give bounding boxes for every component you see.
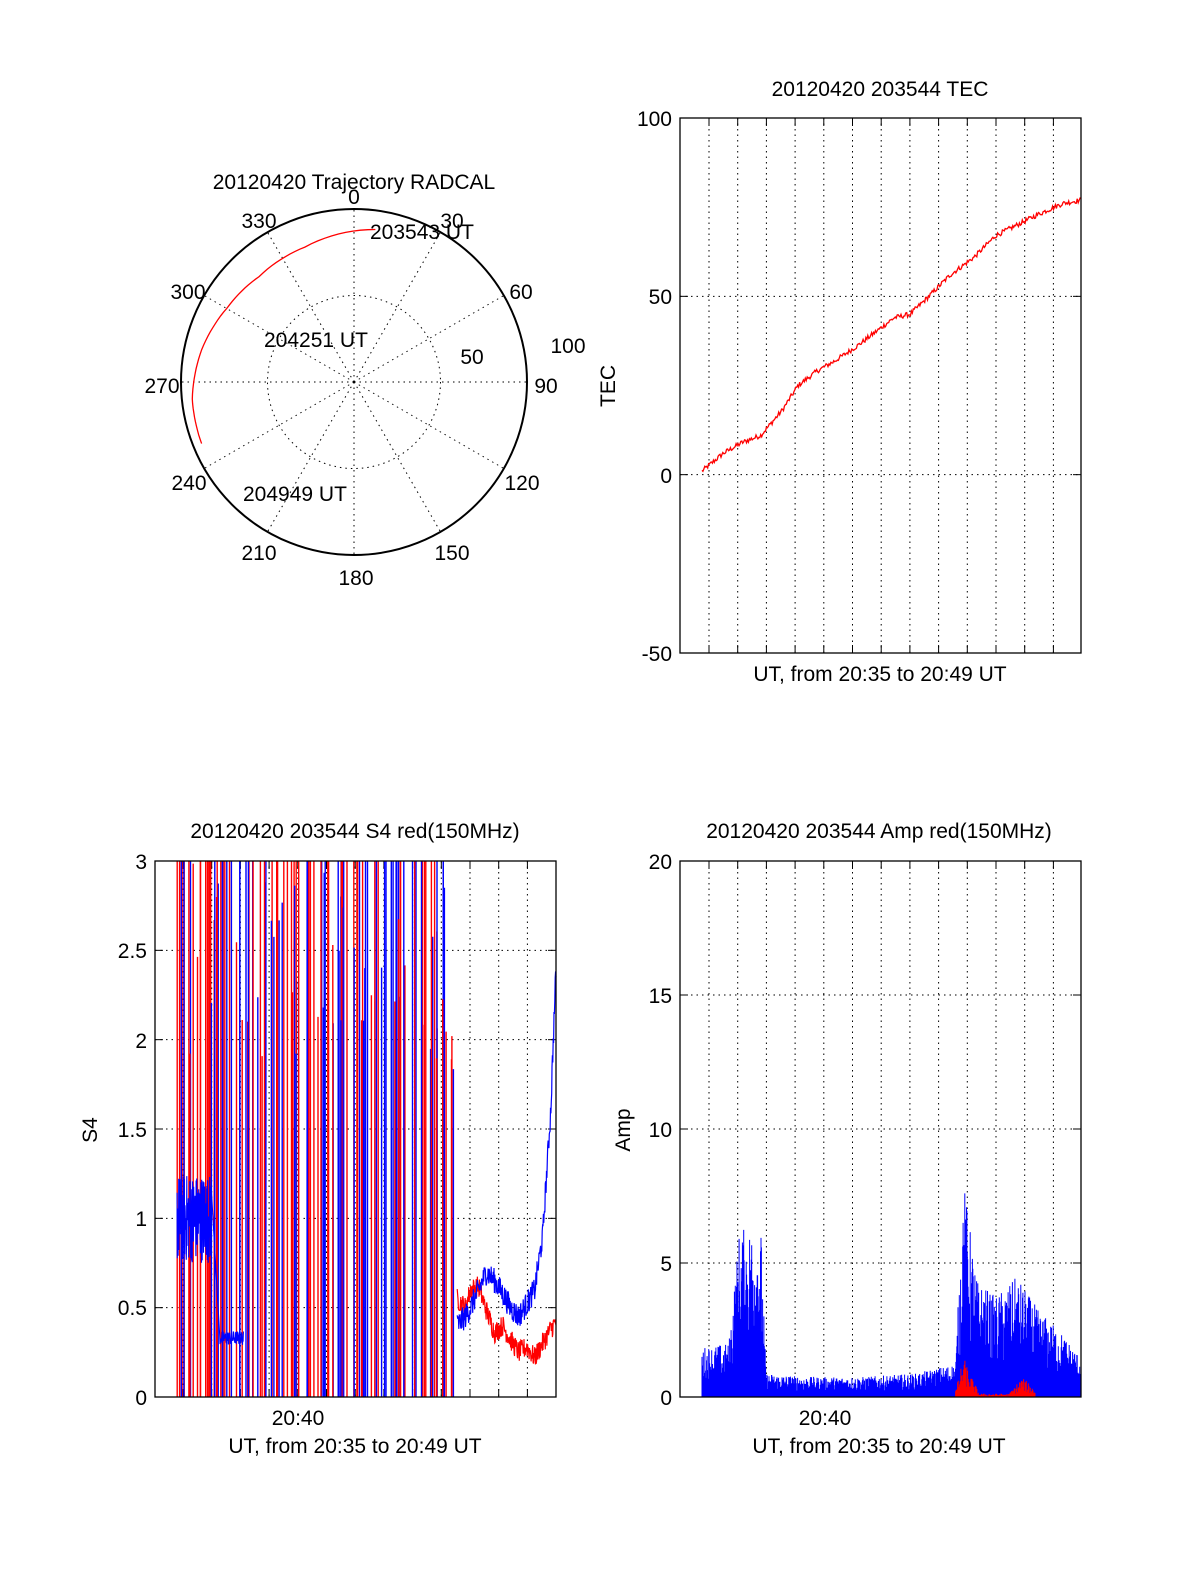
polar-ring-50 [267,295,441,469]
s4-xtick-label: 20:40 [272,1407,325,1430]
polar-spoke [353,295,505,383]
amp-ytick-label: 10 [649,1119,672,1142]
s4-ytick-label: 3 [135,851,147,874]
amp-title: 20120420 203544 Amp red(150MHz) [706,820,1052,843]
angle-label-0: 0 [348,186,360,209]
polar-spoke [353,381,505,469]
s4-chart: 20120420 203544 S4 red(150MHz) 3 2.5 2 1… [79,820,557,1458]
polar-outer-ring [180,208,528,556]
tec-ytick-label: 0 [660,465,672,488]
tec-ytick-label: 50 [649,286,672,309]
s4-title: 20120420 203544 S4 red(150MHz) [190,820,519,843]
polar-spoke [267,381,355,533]
amp-chart: 20120420 203544 Amp red(150MHz) 20 15 10… [612,820,1082,1458]
trajectory-mid-label: 204251 UT [264,329,368,352]
tec-grid [680,117,1081,654]
angle-label-330: 330 [241,210,276,233]
radial-label-50: 50 [460,346,483,369]
amp-plot-frame [679,860,1082,1398]
s4-ylabel: S4 [79,1117,102,1143]
angle-label-270: 270 [144,375,179,398]
angle-label-240: 240 [171,472,206,495]
amp-ytick-label: 15 [649,985,672,1008]
polar-spoke [203,295,355,383]
polar-title: 20120420 Trajectory RADCAL [213,171,496,194]
s4-spike-bundle [176,861,455,1397]
s4-ytick-label: 1.5 [118,1119,147,1142]
amp-blue-series-band [701,1193,1082,1397]
trajectory-start-label: 203543 UT [370,221,474,244]
polar-spoke [353,231,441,383]
s4-ytick-label: 0.5 [118,1297,147,1320]
polar-chart: 20120420 Trajectory RADCAL 0 30 60 90 12… [144,171,585,590]
angle-label-150: 150 [434,542,469,565]
angle-label-30: 30 [440,210,463,233]
amp-ytick-label: 20 [649,851,672,874]
tec-ytick-label: 100 [637,108,672,131]
polar-spoke [203,381,355,469]
angle-label-90: 90 [534,375,557,398]
polar-spoke [267,231,355,383]
s4-xlabel: UT, from 20:35 to 20:49 UT [228,1435,481,1458]
s4-blue-early-noise [176,1176,244,1345]
tec-ylabel: TEC [597,365,620,407]
angle-label-180: 180 [338,567,373,590]
s4-ytick-label: 2.5 [118,940,147,963]
trajectory-line [191,228,376,444]
polar-angle-labels: 0 30 60 90 120 150 180 210 240 270 300 3… [144,186,585,590]
s4-ytick-label: 0 [135,1387,147,1410]
radial-label-100: 100 [550,335,585,358]
tec-ytick-label: -50 [642,643,672,666]
tec-plot-frame [679,117,1082,654]
tec-series-line [701,197,1082,473]
s4-plot-frame [154,860,557,1398]
tec-title: 20120420 203544 TEC [772,78,989,101]
tec-chart: 20120420 203544 TEC 100 50 0 -50 TEC UT,… [597,78,1082,686]
trajectory-end-label: 204949 UT [243,483,347,506]
polar-spoke [353,381,441,533]
s4-blue-series-line [456,971,557,1331]
s4-red-series-line [456,1276,557,1365]
s4-ytick-label: 2 [135,1030,147,1053]
amp-xtick-label: 20:40 [799,1407,852,1430]
polar-grid [181,209,527,555]
tec-xlabel: UT, from 20:35 to 20:49 UT [753,663,1006,686]
angle-label-120: 120 [504,472,539,495]
angle-label-210: 210 [241,542,276,565]
amp-ytick-label: 0 [660,1387,672,1410]
angle-label-300: 300 [170,281,205,304]
amp-ylabel: Amp [612,1108,635,1151]
s4-ytick-label: 1 [135,1208,147,1231]
amp-xlabel: UT, from 20:35 to 20:49 UT [752,1435,1005,1458]
angle-label-60: 60 [509,281,532,304]
amp-band-strokes [701,1193,1082,1397]
amp-ytick-label: 5 [660,1253,672,1276]
